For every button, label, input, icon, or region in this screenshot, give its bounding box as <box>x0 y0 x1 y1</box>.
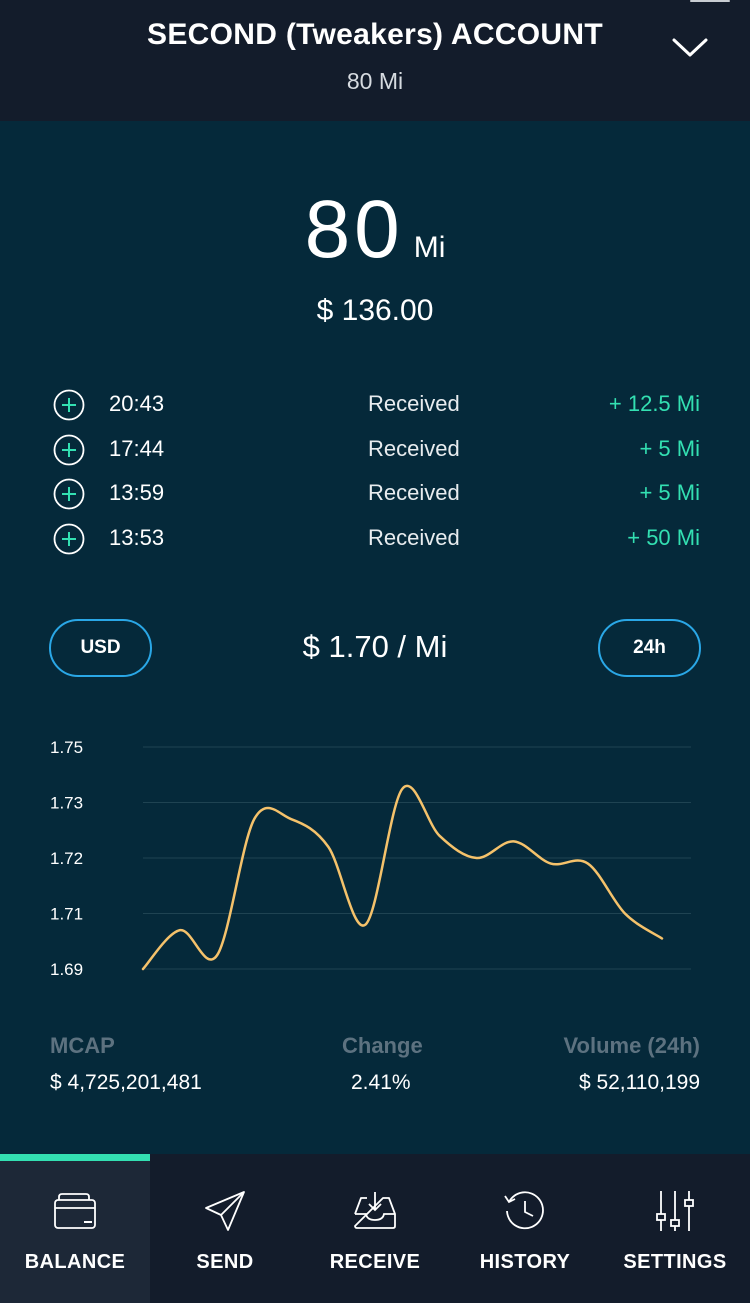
plus-circle-icon <box>53 389 85 421</box>
tx-time: 13:53 <box>109 525 165 551</box>
y-tick-label: 1.72 <box>50 849 83 868</box>
tx-type: Received <box>368 391 460 416</box>
inbox-icon <box>354 1192 396 1229</box>
tab-label: HISTORY <box>479 1251 571 1273</box>
y-tick-label: 1.71 <box>50 905 83 924</box>
balance-fiat: $ 136.00 <box>316 294 434 327</box>
status-indicator <box>690 0 730 2</box>
tab-send[interactable]: SEND <box>150 1154 300 1303</box>
tx-type: Received <box>368 525 460 551</box>
list-item[interactable]: 13:59 Received + 5 Mi <box>50 474 700 519</box>
market-stats: MCAP $ 4,725,201,481 Change 2.41% Volume… <box>50 1033 700 1103</box>
tab-receive[interactable]: RECEIVE <box>300 1154 450 1303</box>
mcap-value: $ 4,725,201,481 <box>50 1071 202 1094</box>
tx-amount: + 5 Mi <box>639 480 700 506</box>
mcap-label: MCAP <box>50 1033 115 1058</box>
volume-label: Volume (24h) <box>563 1033 700 1058</box>
balance-amount: 80 <box>304 184 404 275</box>
y-tick-label: 1.69 <box>50 960 83 979</box>
tx-type: Received <box>368 435 460 461</box>
tab-label: RECEIVE <box>329 1251 421 1273</box>
plus-circle-icon <box>53 478 85 510</box>
tx-time: 13:59 <box>109 480 165 506</box>
tab-label: SEND <box>196 1251 254 1273</box>
sliders-icon <box>656 1191 694 1231</box>
history-icon <box>504 1191 544 1230</box>
balance-screen: 80 Mi $ 136.00 20:43 Received + 12.5 Mi 1… <box>0 121 750 1154</box>
tx-type: Received <box>368 480 460 506</box>
plus-circle-icon <box>53 523 85 555</box>
price-per-unit: $ 1.70 / Mi <box>302 629 448 664</box>
tab-settings[interactable]: SETTINGS <box>600 1154 750 1303</box>
period-toggle-button[interactable]: 24h <box>598 619 701 677</box>
tab-balance[interactable]: BALANCE <box>0 1154 150 1303</box>
list-item[interactable]: 13:53 Received + 50 Mi <box>50 519 700 564</box>
balance-display: 80 Mi <box>0 183 750 277</box>
tab-history[interactable]: HISTORY <box>450 1154 600 1303</box>
account-balance-subtitle: 80 Mi <box>346 68 404 94</box>
volume-value: $ 52,110,199 <box>578 1071 700 1094</box>
change-value: 2.41% <box>351 1071 411 1094</box>
tx-time: 20:43 <box>109 391 165 416</box>
tx-amount: + 12.5 Mi <box>608 391 700 416</box>
balance-unit: Mi <box>413 231 446 264</box>
tx-amount: + 5 Mi <box>639 435 700 461</box>
bottom-tab-bar: BALANCE SEND RECEIVE HISTORY <box>0 1154 750 1303</box>
send-icon <box>205 1191 245 1231</box>
currency-toggle-button[interactable]: USD <box>49 619 152 677</box>
plus-circle-icon <box>53 434 85 466</box>
chevron-down-icon[interactable] <box>670 32 710 62</box>
account-title[interactable]: SECOND (Tweakers) ACCOUNT <box>147 18 603 51</box>
change-label: Change <box>342 1033 423 1058</box>
tab-label: BALANCE <box>24 1251 126 1273</box>
y-tick-label: 1.75 <box>50 738 83 757</box>
tx-amount: + 50 Mi <box>627 525 700 551</box>
tab-label: SETTINGS <box>623 1251 727 1273</box>
price-chart: 1.75 1.73 1.72 1.71 1.69 <box>50 738 691 979</box>
transaction-list: 20:43 Received + 12.5 Mi 17:44 Received … <box>50 385 700 564</box>
list-item[interactable]: 17:44 Received + 5 Mi <box>50 430 700 475</box>
list-item[interactable]: 20:43 Received + 12.5 Mi <box>50 385 700 430</box>
wallet-icon <box>54 1193 96 1229</box>
y-tick-label: 1.73 <box>50 794 83 813</box>
tx-time: 17:44 <box>109 435 165 461</box>
price-series-line <box>141 784 664 971</box>
account-header: SECOND (Tweakers) ACCOUNT 80 Mi <box>0 0 750 121</box>
